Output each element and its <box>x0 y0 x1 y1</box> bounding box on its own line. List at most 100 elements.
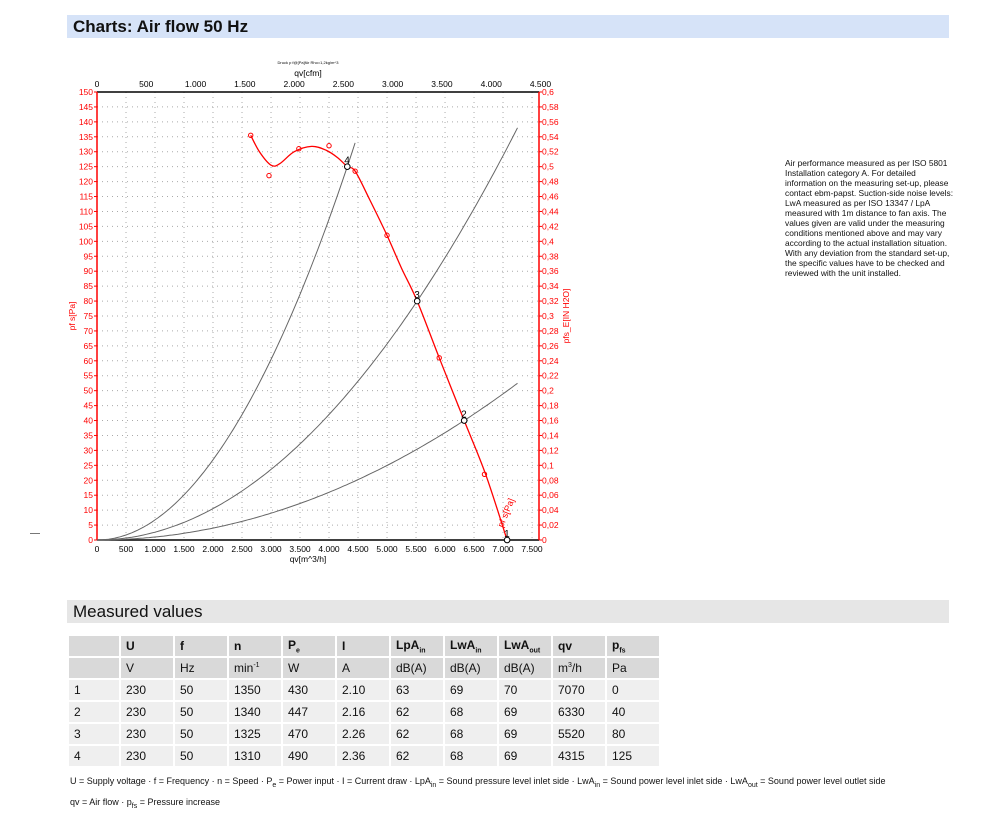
y2-tick-label: 0,32 <box>542 296 559 306</box>
y2-tick-label: 0,12 <box>542 445 559 455</box>
table-cell: 69 <box>445 680 497 700</box>
y-tick-label: 85 <box>84 281 94 291</box>
table-cell: 1350 <box>229 680 281 700</box>
system-curve-3 <box>97 127 518 541</box>
table-cell: 2.26 <box>337 724 389 744</box>
table-cell: 62 <box>391 724 443 744</box>
y-tick-label: 20 <box>84 475 94 485</box>
table-cell: 125 <box>607 746 659 766</box>
x2-tick-label: 1.000 <box>185 79 207 89</box>
y-tick-label: 5 <box>88 520 93 530</box>
unit-cell: Hz <box>175 658 227 678</box>
y2-tick-label: 0,14 <box>542 430 559 440</box>
x-tick-label: 6.500 <box>463 544 485 554</box>
table-cell: 40 <box>607 702 659 722</box>
y-tick-label: 55 <box>84 371 94 381</box>
y2-tick-label: 0,4 <box>542 236 554 246</box>
fan-curve-marker <box>384 232 390 239</box>
operating-point-label: 3 <box>414 290 420 301</box>
table-cell: 230 <box>121 724 173 744</box>
y-tick-label: 135 <box>79 132 93 142</box>
table-cell: 50 <box>175 724 227 744</box>
measured-values-header: Measured values <box>67 600 949 623</box>
x2-tick-label: 1.500 <box>234 79 256 89</box>
fan-curve-marker <box>481 471 488 477</box>
table-cell: 1310 <box>229 746 281 766</box>
fan-curve-marker <box>266 172 272 179</box>
y2-tick-label: 0,52 <box>542 147 559 157</box>
y2-tick-label: 0,3 <box>542 311 554 321</box>
system-curve-2 <box>97 382 518 541</box>
y2-tick-label: 0,48 <box>542 177 559 187</box>
y-tick-label: 60 <box>84 356 94 366</box>
unit-cell: dB(A) <box>499 658 551 678</box>
y-tick-label: 10 <box>84 505 94 515</box>
operating-point <box>460 417 468 424</box>
table-cell: 4 <box>69 746 119 766</box>
y-tick-label: 120 <box>79 177 93 187</box>
y2-tick-label: 0,28 <box>542 326 559 336</box>
section-title: Charts: Air flow 50 Hz <box>73 17 249 36</box>
y2-tick-label: 0,04 <box>542 505 559 515</box>
table-cell: 70 <box>499 680 551 700</box>
y-tick-label: 140 <box>79 117 93 127</box>
table-cell: 4315 <box>553 746 605 766</box>
chart-subtitle: Druck p f@[Pa]für Rho=1,2kg/m^3 <box>278 60 340 65</box>
corner-cell <box>69 658 119 678</box>
y2-tick-label: 0,34 <box>542 281 559 291</box>
column-header: n <box>229 636 281 656</box>
table-cell: 6330 <box>553 702 605 722</box>
measurement-note: Air performance measured as per ISO 5801… <box>785 158 954 278</box>
y-tick-label: 75 <box>84 311 94 321</box>
x-tick-label: 1.500 <box>173 544 195 554</box>
table-cell: 62 <box>391 746 443 766</box>
unit-cell: dB(A) <box>445 658 497 678</box>
y-tick-label: 0 <box>88 535 93 545</box>
fan-curve-marker <box>248 132 254 139</box>
y-tick-label: 125 <box>79 162 93 172</box>
table-cell: 230 <box>121 702 173 722</box>
x-tick-label: 5.000 <box>376 544 398 554</box>
table-cell: 447 <box>283 702 335 722</box>
table-cell: 68 <box>445 746 497 766</box>
table-cell: 230 <box>121 746 173 766</box>
table-cell: 490 <box>283 746 335 766</box>
y2-tick-label: 0,26 <box>542 341 559 351</box>
table-row: 4 230 50 1310 490 2.36 62 68 69 4315 125 <box>69 746 659 766</box>
table-cell: 1 <box>69 680 119 700</box>
fan-curve <box>250 135 508 541</box>
y2-tick-label: 0,44 <box>542 206 559 216</box>
x-tick-label: 1.000 <box>144 544 166 554</box>
table-cell: 50 <box>175 702 227 722</box>
y-tick-label: 90 <box>84 266 94 276</box>
x2-tick-label: 2.500 <box>333 79 355 89</box>
column-header: I <box>337 636 389 656</box>
y2-tick-label: 0,02 <box>542 520 559 530</box>
table-cell: 68 <box>445 702 497 722</box>
table-cell: 230 <box>121 680 173 700</box>
y2-tick-label: 0,1 <box>542 460 554 470</box>
table-legend: U = Supply voltage · f = Frequency · n =… <box>70 776 886 810</box>
table-row: 3 230 50 1325 470 2.26 62 68 69 5520 80 <box>69 724 659 744</box>
x2-axis-label: qv[cfm] <box>294 68 321 78</box>
y2-tick-label: 0,46 <box>542 192 559 202</box>
table-cell: 0 <box>607 680 659 700</box>
y2-tick-label: 0,08 <box>542 475 559 485</box>
x-tick-label: 3.500 <box>289 544 311 554</box>
x2-tick-label: 0 <box>95 79 100 89</box>
x-tick-label: 500 <box>119 544 133 554</box>
table-cell: 2.36 <box>337 746 389 766</box>
fan-curve-marker <box>436 355 442 361</box>
unit-cell: m3/h <box>553 658 605 678</box>
table-cell: 80 <box>607 724 659 744</box>
table-cell: 1340 <box>229 702 281 722</box>
y-tick-label: 105 <box>79 221 93 231</box>
table-cell: 50 <box>175 746 227 766</box>
table-cell: 63 <box>391 680 443 700</box>
y2-tick-label: 0,6 <box>542 87 554 97</box>
y-tick-label: 80 <box>84 296 94 306</box>
y2-tick-label: 0 <box>542 535 547 545</box>
y-tick-label: 25 <box>84 460 94 470</box>
